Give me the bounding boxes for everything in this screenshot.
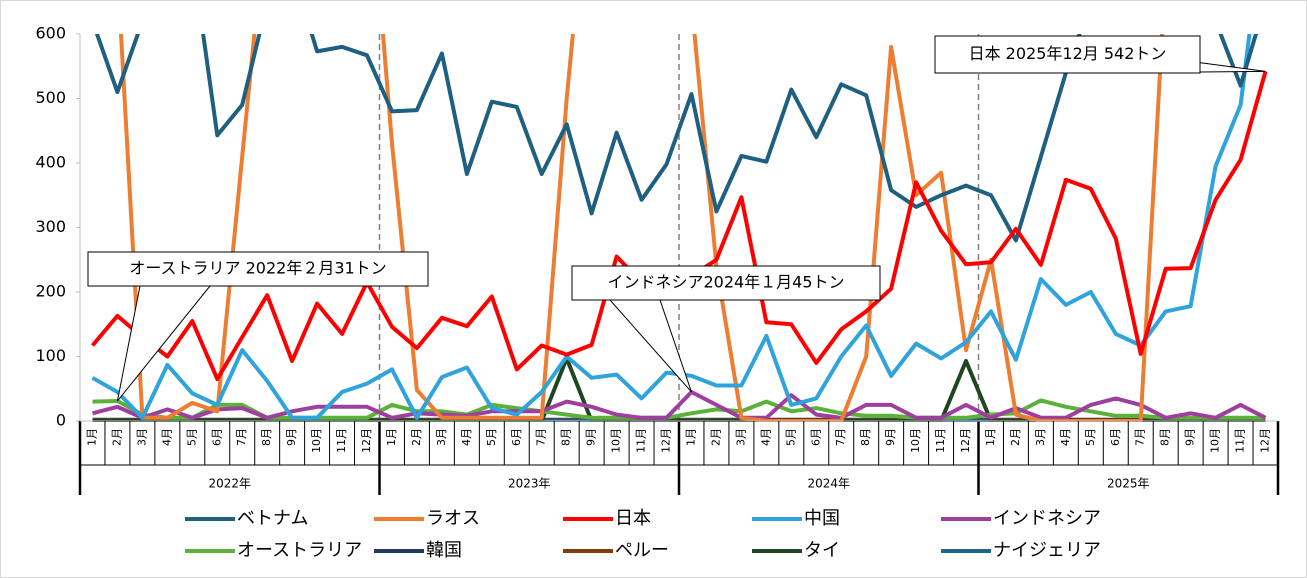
x-tick-label: 4月 [460,428,473,446]
x-tick-label: 12月 [1259,428,1272,453]
x-tick-label: 6月 [210,428,223,446]
x-tick-label: 11月 [934,428,947,453]
x-tick-label: 1月 [984,428,997,446]
axes: 0 100 200 300 400 500 600 1月 2月 3月 4月 5月 6月 7月 8月 9月 10月… [35,24,1280,495]
x-tick-label: 7月 [834,428,847,446]
y-tick-label: 400 [35,153,66,172]
y-tick-label: 200 [35,282,66,301]
year-label: 2025年 [1107,477,1150,491]
x-tick-label: 8月 [560,428,573,446]
x-tick-label: 11月 [635,428,648,453]
x-tick-label: 7月 [1134,428,1147,446]
x-tick-label: 6月 [809,428,822,446]
callout-box [87,251,429,287]
x-tick-label: 2月 [410,428,423,446]
year-label: 2022年 [208,477,251,491]
x-tick-label: 9月 [884,428,897,446]
callout-box [571,265,881,301]
x-tick-label: 10月 [1209,428,1222,453]
callout-text: 日本 2025年12月 542トン [969,44,1167,63]
y-tick-label: 500 [35,88,66,107]
x-tick-label: 6月 [1109,428,1122,446]
x-tick-label: 12月 [660,428,673,453]
x-tick-label: 1月 [385,428,398,446]
legend-label: インドネシア [993,508,1101,529]
legend-label: オーストラリア [237,540,362,561]
x-tick-label: 1月 [684,428,697,446]
x-tick-label: 2月 [1009,428,1022,446]
year-label: 2023年 [508,477,551,491]
x-tick-label: 10月 [610,428,623,453]
x-tick-label: 5月 [1084,428,1097,446]
x-tick-label: 5月 [784,428,797,446]
callout-text: インドネシア2024年１月45トン [607,273,844,292]
x-tick-label: 10月 [909,428,922,453]
legend-label: 日本 [615,508,651,529]
x-tick-label: 2月 [709,428,722,446]
x-tick-label: 9月 [585,428,598,446]
x-tick-label: 8月 [1159,428,1172,446]
x-tick-label: 3月 [1034,428,1047,446]
series-line [92,398,1266,420]
y-tick-label: 300 [35,217,66,236]
x-tick-label: 7月 [235,428,248,446]
x-tick-label: 9月 [1184,428,1197,446]
x-tick-label: 12月 [360,428,373,453]
callout-box [934,35,1201,74]
year-label: 2024年 [807,477,850,491]
legend-label: タイ [804,540,840,561]
y-tick-label: 0 [56,411,66,430]
x-tick-label: 5月 [185,428,198,446]
x-tick-label: 10月 [310,428,323,453]
x-tick-label: 3月 [734,428,747,446]
legend-label: 韓国 [426,540,462,561]
x-tick-label: 9月 [285,428,298,446]
x-tick-label: 1月 [85,428,98,446]
x-tick-label: 8月 [859,428,872,446]
x-tick-label: 6月 [510,428,523,446]
x-tick-label: 12月 [959,428,972,453]
y-tick-label: 600 [35,24,66,43]
x-tick-label: 4月 [759,428,772,446]
y-tick-label: 100 [35,346,66,365]
legend-label: 中国 [804,508,840,529]
legend-label: ベトナム [237,508,308,529]
x-tick-label: 11月 [1234,428,1247,453]
x-tick-label: 8月 [260,428,273,446]
legend-label: ペルー [615,540,669,561]
callout-text: オーストラリア 2022年２月31トン [129,259,386,278]
x-tick-label: 11月 [335,428,348,453]
x-tick-label: 4月 [160,428,173,446]
x-tick-label: 2月 [110,428,123,446]
x-tick-label: 3月 [135,428,148,446]
legend-label: ナイジェリア [993,540,1101,561]
x-tick-label: 4月 [1059,428,1072,446]
x-tick-label: 5月 [485,428,498,446]
x-tick-label: 7月 [535,428,548,446]
x-tick-label: 3月 [435,428,448,446]
legend-label: ラオス [426,508,480,529]
